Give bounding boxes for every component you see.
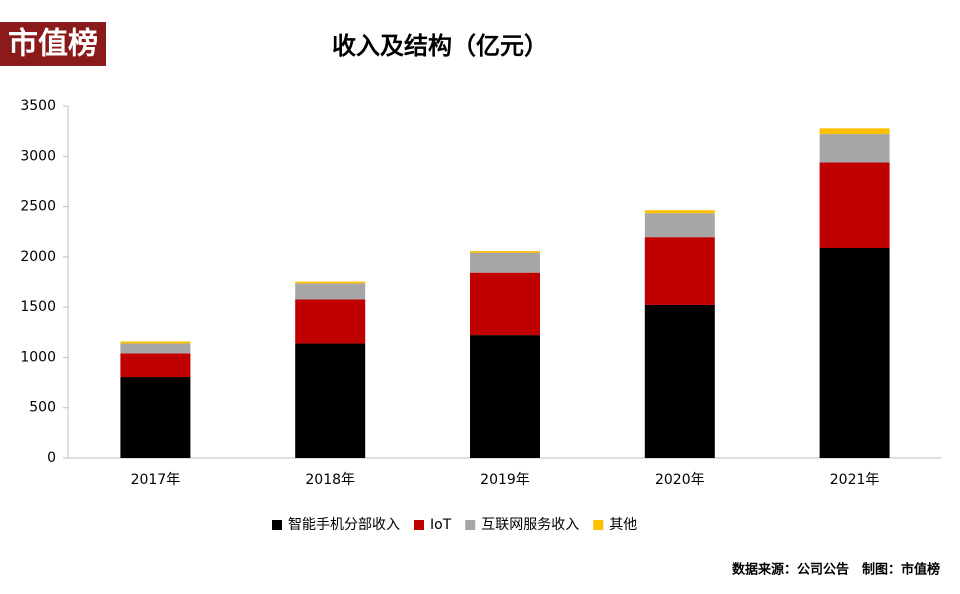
source-note: 数据来源：公司公告 制图：市值榜 — [732, 562, 940, 578]
legend-label: 互联网服务收入 — [481, 517, 579, 533]
bar-segment — [470, 272, 540, 336]
bar-segment — [120, 341, 191, 344]
bar-segment — [644, 210, 715, 214]
bar-segment — [120, 343, 191, 354]
legend-swatch — [414, 520, 424, 530]
y-tick-label: 1500 — [20, 299, 56, 315]
bar-segment — [470, 251, 540, 253]
legend-label: 智能手机分部收入 — [288, 517, 400, 533]
bar-segment — [819, 162, 890, 249]
y-tick-label: 2000 — [20, 249, 56, 265]
legend-swatch — [272, 520, 282, 530]
bar-segment — [644, 213, 715, 238]
legend-label: IoT — [430, 517, 452, 533]
bar-segment — [470, 335, 540, 458]
legend-swatch — [465, 520, 476, 530]
bar-segment — [644, 237, 715, 305]
bar-segment — [819, 134, 890, 163]
logo-text: 市值榜 — [8, 27, 98, 62]
bar-segment — [295, 283, 366, 300]
x-tick-label: 2021年 — [830, 472, 880, 488]
bar-segment — [120, 353, 191, 378]
x-tick-label: 2017年 — [131, 472, 181, 488]
bar-segment — [120, 377, 191, 458]
x-tick-label: 2020年 — [655, 472, 705, 488]
y-tick-label: 1000 — [20, 349, 56, 365]
x-tick-label: 2019年 — [480, 472, 530, 488]
bar-segment — [470, 252, 540, 273]
legend-swatch — [593, 520, 604, 530]
bar-segment — [819, 128, 890, 135]
bar-segment — [295, 343, 366, 458]
legend-label: 其他 — [609, 517, 637, 533]
y-tick-label: 3000 — [20, 148, 56, 164]
y-tick-label: 500 — [29, 400, 56, 416]
y-tick-label: 0 — [47, 450, 56, 466]
bar-segment — [819, 248, 890, 458]
bar-segment — [644, 304, 715, 458]
chart-title: 收入及结构（亿元） — [332, 32, 548, 60]
logo-background — [0, 22, 106, 66]
bar-segment — [295, 299, 366, 344]
bar-segment — [295, 281, 366, 284]
x-tick-label: 2018年 — [305, 472, 355, 488]
y-tick-label: 3500 — [20, 98, 56, 114]
y-tick-label: 2500 — [20, 199, 56, 215]
